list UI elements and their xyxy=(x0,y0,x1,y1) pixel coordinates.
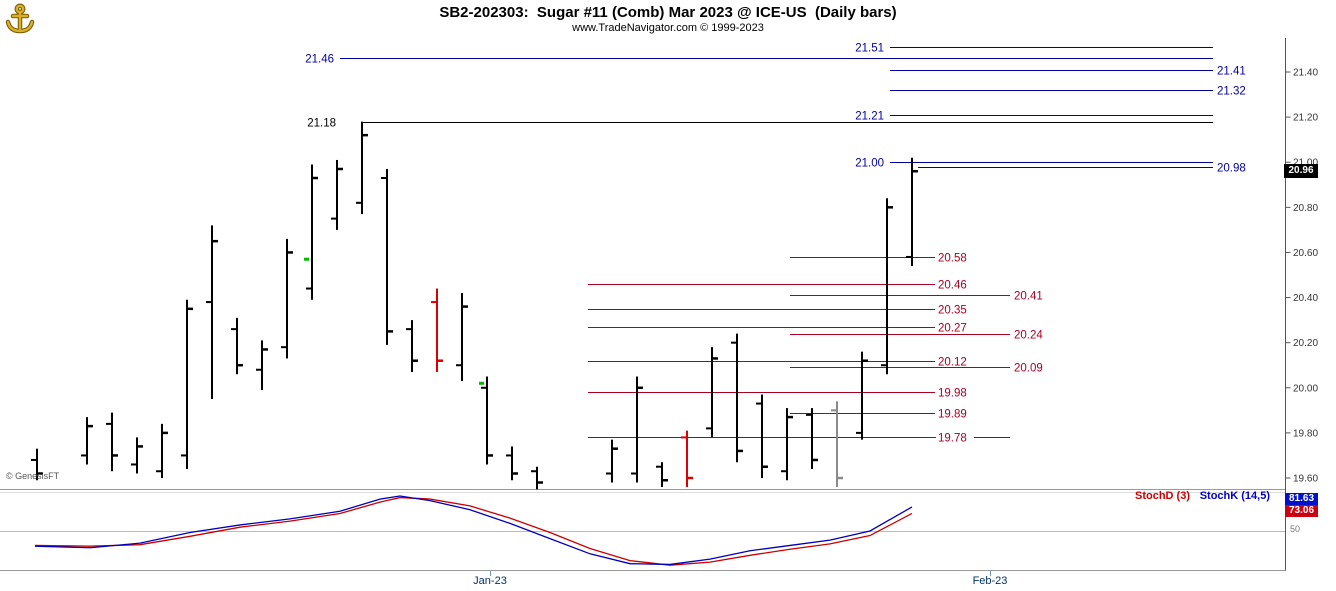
price-axis-label: 20.40 xyxy=(1293,293,1318,304)
price-axis-label: 21.20 xyxy=(1293,113,1318,124)
price-axis-label: 21.40 xyxy=(1293,68,1318,79)
signal-marker xyxy=(304,257,309,261)
stochd-value-badge: 73.06 xyxy=(1285,505,1318,517)
level-label-bg xyxy=(1012,327,1050,342)
signal-marker xyxy=(479,381,484,385)
stochd-line xyxy=(34,496,913,566)
level-label: 21.32 xyxy=(1217,86,1246,98)
level-label-bg xyxy=(1012,360,1050,375)
level-label-bg xyxy=(936,277,974,292)
stochk-value-badge: 81.63 xyxy=(1285,493,1318,505)
level-label: 21.18 xyxy=(307,118,336,130)
price-axis-label: 20.60 xyxy=(1293,248,1318,259)
level-label: 20.98 xyxy=(1217,163,1246,175)
price-axis-label: 21.00 xyxy=(1293,158,1318,169)
level-label-bg xyxy=(1215,160,1253,175)
level-label: 20.12 xyxy=(938,357,967,369)
level-label-bg xyxy=(936,430,974,445)
level-label: 20.46 xyxy=(938,280,967,292)
level-label: 20.09 xyxy=(1014,363,1043,375)
level-label: 21.21 xyxy=(855,111,884,123)
level-label-bg xyxy=(936,385,974,400)
level-label-bg xyxy=(1215,63,1253,78)
level-label-bg xyxy=(936,250,974,265)
last-price-badge: 20.96 xyxy=(1284,164,1318,178)
level-label-bg xyxy=(300,115,338,130)
price-axis-label: 20.80 xyxy=(1293,203,1318,214)
level-label: 19.98 xyxy=(938,388,967,400)
genesis-logo-icon xyxy=(4,2,36,36)
level-label: 20.24 xyxy=(1014,330,1043,342)
level-label: 20.27 xyxy=(938,323,967,335)
time-axis-label-jan: Jan-23 xyxy=(473,575,507,587)
level-label: 20.41 xyxy=(1014,291,1043,303)
stochk-label: StochK (14,5) xyxy=(1199,490,1270,502)
level-label: 19.89 xyxy=(938,409,967,421)
level-label: 19.78 xyxy=(938,433,967,445)
level-label: 21.00 xyxy=(855,158,884,170)
price-axis-label: 20.20 xyxy=(1293,338,1318,349)
price-axis-label: 20.00 xyxy=(1293,383,1318,394)
stoch-midline-label: 50 xyxy=(1290,524,1301,534)
chart-subtitle: www.TradeNavigator.com © 1999-2023 xyxy=(572,22,764,34)
price-axis-label: 19.80 xyxy=(1293,428,1318,439)
level-label: 20.35 xyxy=(938,305,967,317)
time-axis-label-feb: Feb-23 xyxy=(972,575,1008,587)
level-label-bg xyxy=(848,40,886,55)
level-label: 21.46 xyxy=(305,54,334,66)
level-label-bg xyxy=(848,155,886,170)
level-label-bg xyxy=(936,406,974,421)
level-label-bg xyxy=(298,51,336,66)
level-label: 21.41 xyxy=(1217,66,1246,78)
chart-title: SB2-202303: Sugar #11 (Comb) Mar 2023 @ … xyxy=(439,4,897,21)
level-label: 21.51 xyxy=(855,43,884,55)
level-label-bg xyxy=(1012,288,1050,303)
stochk-line xyxy=(34,495,913,566)
level-label-bg xyxy=(936,302,974,317)
level-label-bg xyxy=(1215,83,1253,98)
stochd-label: StochD (3) xyxy=(1135,490,1190,502)
level-label: 20.58 xyxy=(938,253,967,265)
genesisft-watermark: © GenesisFT xyxy=(6,471,60,481)
level-label-bg xyxy=(936,354,974,369)
price-axis-label: 19.60 xyxy=(1293,474,1318,485)
level-label-bg xyxy=(936,320,974,335)
level-label-bg xyxy=(848,108,886,123)
